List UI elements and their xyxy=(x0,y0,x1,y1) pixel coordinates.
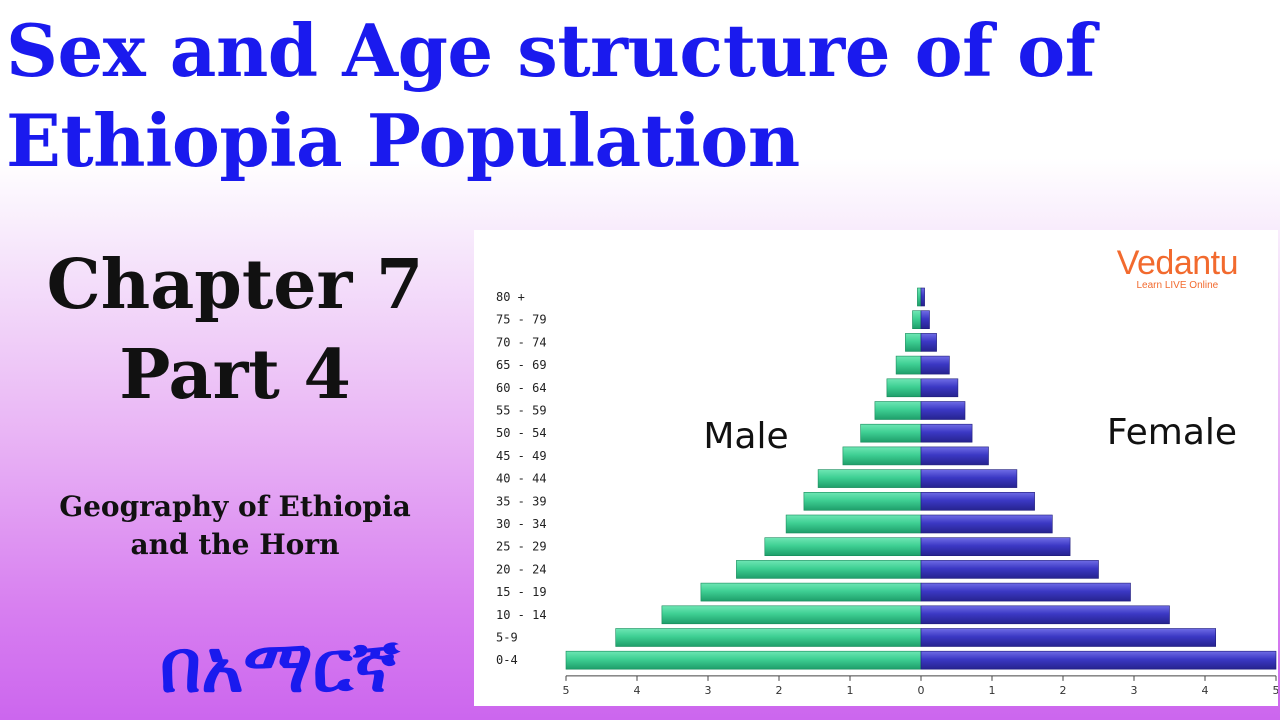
age-group-label-7: 45 - 49 xyxy=(496,449,547,463)
age-group-label-6: 50 - 54 xyxy=(496,426,547,440)
amharic-language-label: በአማርኛ xyxy=(160,624,399,708)
age-group-label-13: 15 - 19 xyxy=(496,585,547,599)
logo-tagline: Learn LIVE Online xyxy=(1136,280,1219,291)
age-group-label-5: 55 - 59 xyxy=(496,404,547,418)
part-number: Part 4 xyxy=(119,335,351,415)
female-bar-6 xyxy=(920,423,973,443)
male-bar-16 xyxy=(565,650,922,670)
chapter-heading: Chapter 7 Part 4 xyxy=(0,240,470,420)
female-bar-0 xyxy=(920,287,925,307)
male-bar-5 xyxy=(874,401,922,420)
page-title: Sex and Age structure of of Ethiopia Pop… xyxy=(6,8,1096,183)
x-tick-label-5: 0 xyxy=(918,684,925,697)
male-bar-14 xyxy=(661,605,922,625)
male-bar-3 xyxy=(895,355,922,375)
male-bar-15 xyxy=(615,628,922,647)
course-subtitle: Geography of Ethiopia and the Horn xyxy=(0,488,470,564)
female-bar-7 xyxy=(920,446,989,466)
female-bar-10 xyxy=(920,514,1053,534)
subtitle-line-1: Geography of Ethiopia xyxy=(59,490,411,523)
female-bar-1 xyxy=(920,310,930,329)
x-tick-label-10: 5 xyxy=(1273,684,1279,697)
age-group-label-14: 10 - 14 xyxy=(496,608,547,622)
age-group-label-2: 70 - 74 xyxy=(496,335,547,349)
age-group-label-8: 40 - 44 xyxy=(496,472,547,486)
male-bar-8 xyxy=(817,469,922,488)
male-bar-2 xyxy=(905,333,922,352)
female-bar-16 xyxy=(920,650,1277,670)
male-bar-0 xyxy=(917,287,922,307)
x-tick-label-9: 4 xyxy=(1202,684,1209,697)
vedantu-logo: Vedantu Learn LIVE Online xyxy=(1116,244,1239,292)
female-series-label: Female xyxy=(1107,412,1237,453)
female-bar-4 xyxy=(920,378,959,398)
male-bar-13 xyxy=(700,582,922,602)
population-pyramid-chart: 80 + 75 - 79 70 - 74 65 - 69 60 - 64 55 - 59 5… xyxy=(496,287,1279,697)
age-group-label-4: 60 - 64 xyxy=(496,381,547,395)
female-bar-15 xyxy=(920,628,1217,647)
female-bar-12 xyxy=(920,560,1099,579)
x-tick-label-6: 1 xyxy=(989,684,996,697)
x-tick-label-2: 3 xyxy=(705,684,712,697)
male-bar-10 xyxy=(785,514,922,534)
male-bar-9 xyxy=(803,491,922,511)
female-bar-14 xyxy=(920,605,1170,625)
female-bar-2 xyxy=(920,333,937,352)
female-bar-5 xyxy=(920,401,966,420)
age-group-label-0: 80 + xyxy=(496,290,525,304)
age-group-label-16: 0-4 xyxy=(496,653,518,667)
male-bar-4 xyxy=(886,378,922,398)
female-bar-3 xyxy=(920,355,950,375)
x-tick-label-8: 3 xyxy=(1131,684,1138,697)
male-bar-11 xyxy=(764,537,922,557)
chapter-number: Chapter 7 xyxy=(46,245,424,325)
age-group-label-9: 35 - 39 xyxy=(496,494,547,508)
male-bar-7 xyxy=(842,446,922,466)
age-group-label-12: 20 - 24 xyxy=(496,562,547,576)
age-group-label-15: 5-9 xyxy=(496,631,518,645)
x-tick-label-0: 5 xyxy=(563,684,570,697)
male-series-label: Male xyxy=(703,416,788,457)
male-bar-6 xyxy=(860,423,922,443)
age-group-label-3: 65 - 69 xyxy=(496,358,547,372)
x-tick-label-4: 1 xyxy=(847,684,854,697)
age-group-label-10: 30 - 34 xyxy=(496,517,547,531)
female-bar-9 xyxy=(920,491,1035,511)
age-group-label-11: 25 - 29 xyxy=(496,540,547,554)
x-tick-label-1: 4 xyxy=(634,684,641,697)
subtitle-line-2: and the Horn xyxy=(130,528,340,561)
x-tick-label-3: 2 xyxy=(776,684,783,697)
logo-wordmark: Vedantu xyxy=(1116,244,1239,282)
male-bar-12 xyxy=(736,560,922,579)
age-group-label-1: 75 - 79 xyxy=(496,313,547,327)
female-bar-8 xyxy=(920,469,1018,488)
male-bar-1 xyxy=(912,310,922,329)
x-tick-label-7: 2 xyxy=(1060,684,1067,697)
population-pyramid-panel: 80 + 75 - 79 70 - 74 65 - 69 60 - 64 55 - 59 5… xyxy=(474,230,1278,706)
female-bar-13 xyxy=(920,582,1131,602)
female-bar-11 xyxy=(920,537,1071,557)
